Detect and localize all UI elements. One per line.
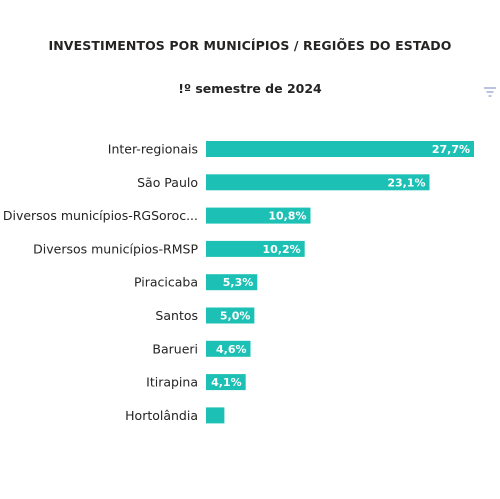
chart-title: INVESTIMENTOS POR MUNICÍPIOS / REGIÕES D…: [48, 38, 452, 53]
category-label: Barueri: [152, 341, 198, 356]
bar[interactable]: [206, 240, 305, 257]
bar[interactable]: [206, 207, 311, 224]
category-label: Itirapina: [146, 375, 198, 390]
data-label: 5,0%: [220, 310, 251, 323]
data-label: 23,1%: [387, 176, 425, 189]
bar[interactable]: [206, 340, 251, 357]
category-label: Diversos municípios-RMSP: [33, 241, 198, 256]
data-label: 5,3%: [223, 276, 254, 289]
bar[interactable]: [206, 374, 246, 391]
data-label: 10,8%: [268, 210, 306, 223]
data-label: 4,1%: [211, 376, 242, 389]
category-label: Hortolândia: [125, 408, 198, 423]
bar[interactable]: [206, 274, 258, 291]
bar[interactable]: [206, 307, 255, 324]
data-label: 10,2%: [263, 243, 301, 256]
data-label: 4,6%: [216, 343, 247, 356]
category-label: Santos: [155, 308, 198, 323]
category-label: Piracicaba: [134, 275, 198, 290]
bar[interactable]: [206, 141, 474, 157]
bar[interactable]: [206, 174, 430, 191]
filter-icon[interactable]: [483, 86, 497, 98]
bar[interactable]: [206, 407, 225, 424]
data-label: 27,7%: [432, 143, 470, 156]
chart-subtitle: !º semestre de 2024: [178, 81, 322, 96]
category-label: São Paulo: [137, 175, 198, 190]
category-label: Inter-regionais: [108, 142, 198, 157]
category-label: Diversos municípios-RGSoroc...: [3, 208, 198, 223]
